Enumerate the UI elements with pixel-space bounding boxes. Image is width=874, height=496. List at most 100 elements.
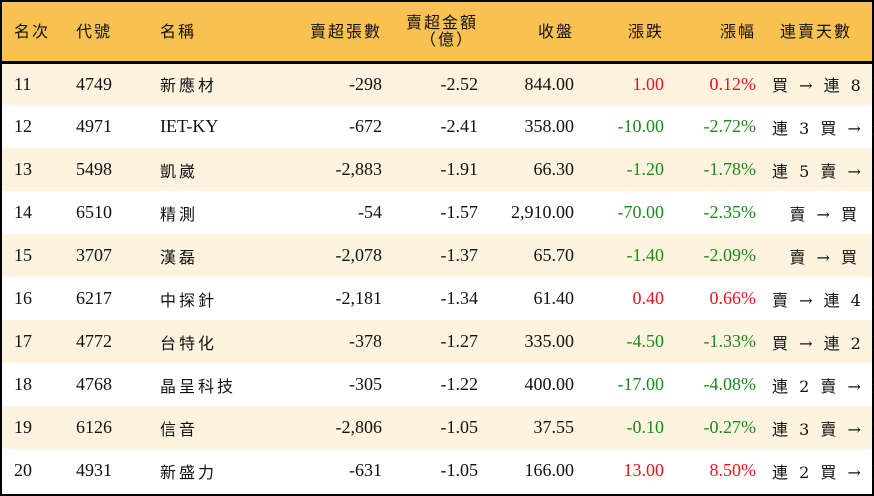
sell-amount-cell: -2.52	[440, 73, 479, 94]
change-cell: -10.00	[617, 116, 665, 136]
table-row: 16 6217 中探針 -2,181 -1.34 61.40 0.40 0.66…	[2, 277, 874, 320]
sell-volume-cell: -2,078	[335, 245, 383, 265]
change-cell: 13.00	[623, 460, 665, 480]
change-pct-cell: 8.50%	[709, 460, 757, 480]
change-pct-cell: -0.27%	[703, 417, 757, 437]
sell-volume-cell: -2,883	[335, 159, 383, 179]
code-cell: 4749	[76, 73, 112, 94]
sell-volume-cell: -631	[349, 460, 382, 480]
close-cell: 61.40	[533, 288, 575, 308]
close-cell: 335.00	[524, 331, 575, 351]
header-change-pct: 漲幅	[719, 21, 756, 41]
header-sell-volume: 賣超張數	[309, 21, 382, 41]
name-cell: 台特化	[160, 333, 218, 353]
rank-cell: 20	[14, 460, 32, 480]
rank-cell: 15	[14, 245, 32, 265]
change-cell: -1.40	[626, 245, 665, 265]
sell-amount-cell: -1.37	[440, 245, 479, 265]
code-cell: 6217	[76, 288, 112, 308]
name-cell: 漢磊	[160, 247, 199, 267]
sell-amount-cell: -1.91	[440, 159, 479, 179]
header-change: 漲跌	[627, 21, 664, 41]
sell-volume-cell: -2,806	[335, 417, 383, 437]
table-body: 11 4749 新應材 -298 -2.52 844.00 1.00 0.12%…	[2, 62, 874, 492]
streak-cell: 賣 → 買	[789, 247, 860, 267]
change-pct-cell: -2.72%	[703, 116, 757, 136]
change-cell: -0.10	[626, 417, 665, 437]
streak-cell: 買 → 連 2 賣	[772, 333, 874, 353]
name-cell: 中探針	[160, 290, 218, 310]
table-row: 17 4772 台特化 -378 -1.27 335.00 -4.50 -1.3…	[2, 320, 874, 363]
streak-cell: 連 2 賣 → 連 3 買	[772, 376, 874, 396]
sell-volume-cell: -54	[358, 202, 382, 222]
table-row: 14 6510 精測 -54 -1.57 2,910.00 -70.00 -2.…	[2, 191, 872, 234]
sell-volume-cell: -298	[349, 73, 382, 94]
rank-cell: 16	[14, 288, 32, 308]
sell-amount-cell: -1.05	[440, 417, 479, 437]
sell-amount-cell: -1.27	[440, 331, 479, 351]
header-name: 名稱	[160, 21, 197, 41]
sell-volume-cell: -2,181	[335, 288, 383, 308]
rank-cell: 12	[14, 116, 32, 136]
change-cell: -70.00	[617, 202, 665, 222]
change-cell: -17.00	[617, 374, 665, 394]
header-rank: 名次	[14, 21, 51, 41]
table-header: 名次 代號 名稱 賣超張數 賣超金額 （億） 收盤 漲跌 漲幅 連賣天數	[2, 2, 872, 62]
change-cell: 0.40	[632, 288, 665, 308]
name-cell: 信音	[160, 419, 199, 439]
streak-cell: 賣 → 連 4 買	[772, 290, 874, 310]
header-sell-amount-line1: 賣超金額	[405, 13, 478, 33]
change-pct-cell: -1.78%	[703, 159, 757, 179]
table-row: 12 4971 IET-KY -672 -2.41 358.00 -10.00 …	[2, 105, 874, 148]
change-cell: 1.00	[632, 73, 665, 94]
sell-volume-cell: -378	[349, 331, 382, 351]
header-sell-amount: 賣超金額 （億）	[390, 2, 486, 62]
sell-amount-cell: -1.57	[440, 202, 479, 222]
table-row: 18 4768 晶呈科技 -305 -1.22 400.00 -17.00 -4…	[2, 363, 874, 406]
code-cell: 4931	[76, 460, 112, 480]
name-cell: 精測	[160, 204, 199, 224]
code-cell: 4971	[76, 116, 112, 136]
close-cell: 358.00	[524, 116, 575, 136]
change-pct-cell: -1.33%	[703, 331, 757, 351]
header-sell-amount-line2: （億）	[419, 30, 474, 50]
name-cell: 新盛力	[160, 462, 218, 482]
code-cell: 6510	[76, 202, 112, 222]
streak-cell: 連 2 買 → 賣	[772, 462, 874, 482]
sell-volume-cell: -672	[349, 116, 382, 136]
table-row: 11 4749 新應材 -298 -2.52 844.00 1.00 0.12%…	[2, 62, 874, 105]
rank-cell: 17	[14, 331, 32, 351]
rank-cell: 13	[14, 159, 32, 179]
close-cell: 400.00	[524, 374, 575, 394]
code-cell: 3707	[76, 245, 112, 265]
sell-volume-cell: -305	[349, 374, 382, 394]
close-cell: 65.70	[533, 245, 575, 265]
table-row: 19 6126 信音 -2,806 -1.05 37.55 -0.10 -0.2…	[2, 406, 874, 449]
change-pct-cell: -2.09%	[703, 245, 757, 265]
close-cell: 37.55	[533, 417, 575, 437]
close-cell: 2,910.00	[511, 202, 574, 222]
header-row: 名次 代號 名稱 賣超張數 賣超金額 （億） 收盤 漲跌 漲幅 連賣天數	[2, 2, 872, 62]
streak-cell: 連 5 賣 → 買	[772, 161, 874, 181]
close-cell: 66.30	[533, 159, 575, 179]
header-streak: 連賣天數	[779, 21, 852, 41]
code-cell: 4772	[76, 331, 112, 351]
code-cell: 5498	[76, 159, 112, 179]
sell-amount-cell: -1.34	[440, 288, 479, 308]
rank-cell: 19	[14, 417, 32, 437]
streak-cell: 賣 → 買	[789, 204, 860, 224]
name-cell: 凱崴	[160, 161, 199, 181]
change-cell: -4.50	[626, 331, 665, 351]
name-cell: IET-KY	[160, 116, 219, 136]
rank-cell: 14	[14, 202, 32, 222]
sell-amount-cell: -1.05	[440, 460, 479, 480]
table-row: 13 5498 凱崴 -2,883 -1.91 66.30 -1.20 -1.7…	[2, 148, 874, 191]
change-pct-cell: 0.12%	[709, 73, 757, 94]
change-pct-cell: -2.35%	[703, 202, 757, 222]
rank-cell: 11	[14, 73, 32, 94]
change-pct-cell: 0.66%	[709, 288, 757, 308]
close-cell: 166.00	[524, 460, 575, 480]
table-row: 15 3707 漢磊 -2,078 -1.37 65.70 -1.40 -2.0…	[2, 234, 872, 277]
